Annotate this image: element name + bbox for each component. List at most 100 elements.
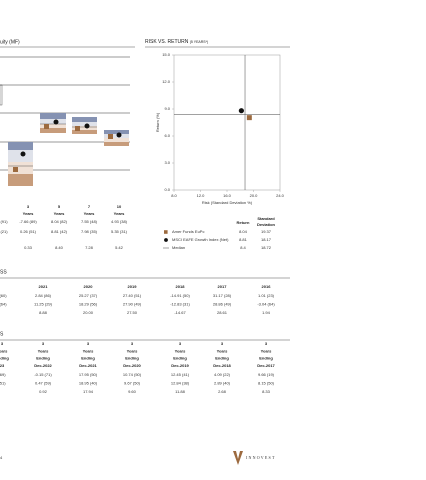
right-title: RISK VS. RETURN (5 YEARS*) xyxy=(145,39,208,45)
y-tick-label: 12.0 xyxy=(162,79,171,84)
period-header: Years xyxy=(83,348,94,353)
cell: (60) xyxy=(0,293,7,298)
cell: -0.15 (71) xyxy=(34,372,52,377)
cell: 8.04 (82) xyxy=(51,219,68,224)
cell: (91) xyxy=(0,219,8,224)
period-header: Years xyxy=(38,348,49,353)
title-main: RISK VS. RETURN xyxy=(145,39,189,45)
cell: 0.47 (59) xyxy=(35,381,52,386)
period-header: Years xyxy=(54,211,65,216)
period-header: 3 xyxy=(131,341,134,346)
cell: 8.40 xyxy=(55,245,64,250)
left-title: uity (MF) xyxy=(0,39,20,45)
period-header: 3 xyxy=(27,204,30,209)
cell: (64) xyxy=(0,302,7,307)
section-title: S xyxy=(0,331,4,337)
y-tick-label: 9.0 xyxy=(164,106,170,111)
period-header: 3 xyxy=(42,341,45,346)
title-sub: (5 YEARS*) xyxy=(190,40,208,44)
year-header: 2021 xyxy=(39,284,49,289)
period-header: Dec-2018 xyxy=(213,363,231,368)
cell: 7.98 (35) xyxy=(81,229,98,234)
cell: 0.26 (51) xyxy=(20,229,37,234)
cell: -3.04 (64) xyxy=(257,302,275,307)
period-header: Ending xyxy=(259,356,273,361)
cell: -14.67 xyxy=(174,310,186,315)
year-header: 2018 xyxy=(176,284,186,289)
cell: 31.17 (28) xyxy=(213,293,232,298)
cell: 17.94 xyxy=(83,389,94,394)
period-header: Years xyxy=(175,348,186,353)
cell: 8.33 xyxy=(262,389,271,394)
cell: -7.66 (89) xyxy=(19,219,37,224)
cell: 20.00 xyxy=(83,310,94,315)
period-header: Dec-2019 xyxy=(171,363,189,368)
box xyxy=(0,84,3,106)
cell: (51) xyxy=(0,381,6,386)
cell: 8.81 (42) xyxy=(51,229,68,234)
legend-sd: 18.17 xyxy=(261,237,272,242)
period-header: Ending xyxy=(125,356,139,361)
box xyxy=(8,142,33,186)
cell: -14.91 (50) xyxy=(170,293,190,298)
cell: 0.33 xyxy=(24,245,33,250)
period-header: Ending xyxy=(215,356,229,361)
cell: 8.88 xyxy=(39,310,48,315)
legend-return: 8.4 xyxy=(240,245,246,250)
cell: 12.84 (38) xyxy=(171,381,190,386)
period-header: Years xyxy=(114,211,125,216)
period-header: Ending xyxy=(81,356,95,361)
legend-header: Standard xyxy=(257,216,275,221)
section-title: SS xyxy=(0,269,7,275)
legend-label: Median xyxy=(172,245,185,250)
period-header: Years xyxy=(217,348,228,353)
period-header: 10 xyxy=(117,204,122,209)
cell: 5.35 (31) xyxy=(111,229,128,234)
cell: 11.88 xyxy=(175,389,185,394)
cell: 18.95 (40) xyxy=(79,381,98,386)
cell: 1.94 xyxy=(262,310,271,315)
period-header: Years xyxy=(0,348,8,353)
cell: 27.40 (51) xyxy=(123,293,142,298)
cell: 27.90 (49) xyxy=(123,302,142,307)
period-header: Ending xyxy=(36,356,50,361)
cell: 8.15 (50) xyxy=(258,381,275,386)
cell: 4.09 (22) xyxy=(214,372,231,377)
year-header: 2019 xyxy=(128,284,138,289)
period-header: Years xyxy=(23,211,34,216)
cell: 9.60 xyxy=(128,389,137,394)
legend-swatch xyxy=(164,230,168,234)
y-tick-label: 6.0 xyxy=(164,133,170,138)
box xyxy=(104,130,129,146)
period-header: 3 xyxy=(87,341,90,346)
legend-header: Return xyxy=(237,220,250,225)
point xyxy=(238,108,244,114)
legend-return: 8.04 xyxy=(239,229,248,234)
cell: 9.66 (19) xyxy=(258,372,275,377)
legend-sd: 19.37 xyxy=(261,229,272,234)
y-tick-label: 0.0 xyxy=(164,187,170,192)
logo: INNOVEST xyxy=(246,455,276,460)
cell: 5.42 xyxy=(115,245,124,250)
period-header: Ending xyxy=(0,356,9,361)
cell: -12.83 (31) xyxy=(170,302,190,307)
plot-frame xyxy=(173,54,281,191)
cell: (21) xyxy=(0,229,8,234)
cell: 11.25 (29) xyxy=(34,302,53,307)
cell: 7.28 xyxy=(85,245,94,250)
box xyxy=(40,113,66,133)
legend-return: 8.81 xyxy=(239,237,248,242)
period-header: 3 xyxy=(1,341,4,346)
period-header: Years xyxy=(127,348,138,353)
period-header: Dec-2020 xyxy=(123,363,141,368)
cell: 27.50 xyxy=(127,310,138,315)
period-header: Dec-2021 xyxy=(79,363,97,368)
period-header: 7 xyxy=(88,204,91,209)
x-tick-label: 16.0 xyxy=(223,193,232,198)
cell: 10.74 (50) xyxy=(123,372,142,377)
box xyxy=(72,117,97,134)
cell: 2.84 (86) xyxy=(35,293,52,298)
year-header: 2017 xyxy=(218,284,228,289)
period-header: 3 xyxy=(221,341,224,346)
cell: 12.45 (41) xyxy=(171,372,190,377)
